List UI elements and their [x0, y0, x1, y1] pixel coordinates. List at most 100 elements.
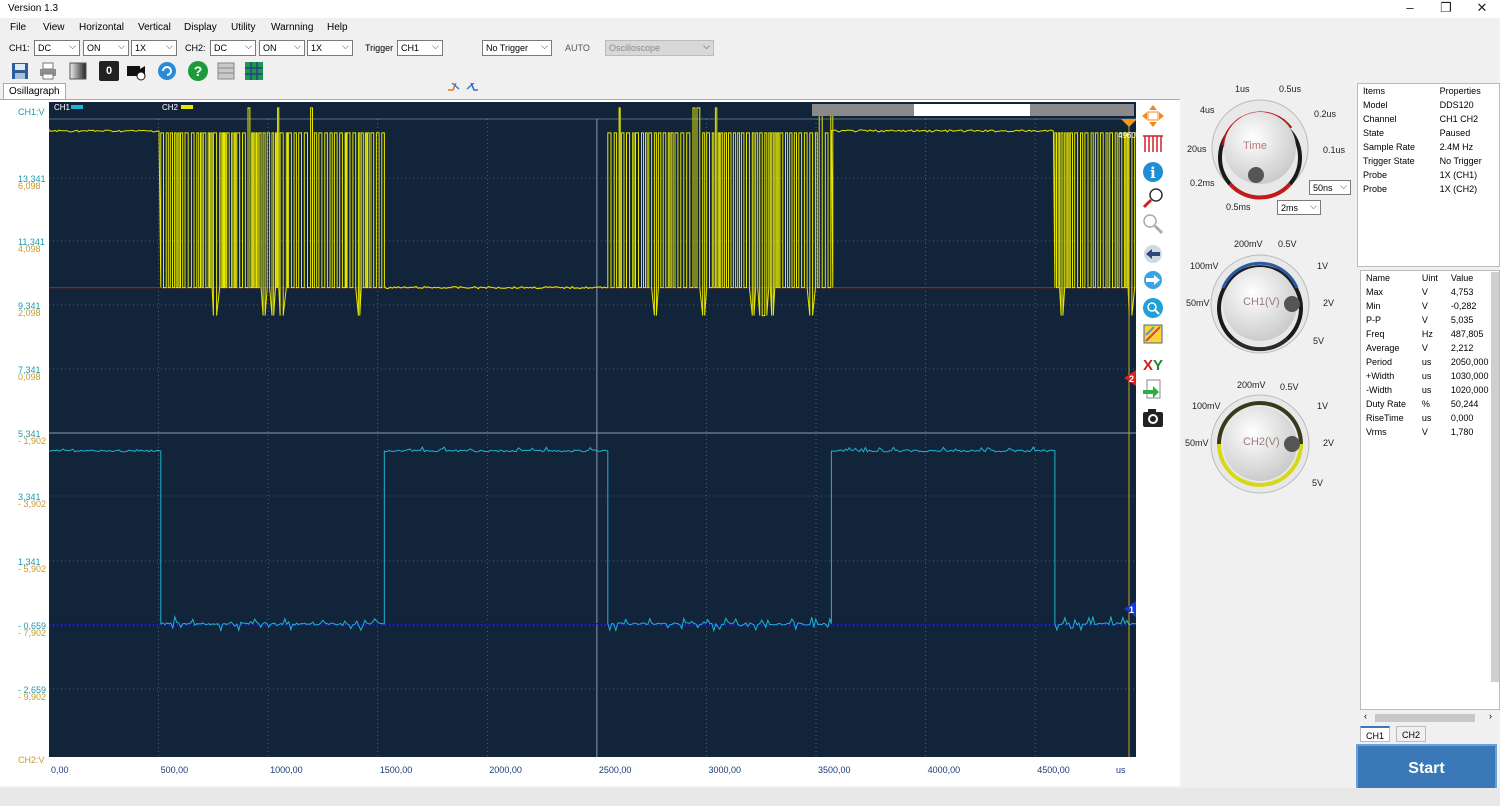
menu-display[interactable]: Display: [184, 22, 217, 33]
zoom-out-icon[interactable]: [1137, 212, 1169, 236]
measurements-header-value: Value: [1450, 273, 1474, 283]
measurement-name: Vrms: [1366, 427, 1387, 437]
chevron-down-icon: ⌵: [166, 41, 173, 51]
chevron-down-icon: ⌵: [294, 41, 301, 51]
tab-ch1[interactable]: CH1: [1360, 726, 1391, 742]
cursor-lines-icon[interactable]: [1137, 132, 1169, 156]
time-coarse-select[interactable]: 2ms ⌵: [1277, 200, 1321, 215]
measurement-name: -Width: [1366, 385, 1393, 395]
measurement-value: 1030,000: [1450, 371, 1489, 381]
camera-icon[interactable]: [1137, 406, 1169, 430]
measurement-value: 5,035: [1450, 315, 1474, 325]
horizontal-scrollbar[interactable]: ‹ ›: [1361, 711, 1499, 725]
close-button[interactable]: ✕: [1476, 0, 1488, 15]
measurement-name: +Width: [1366, 371, 1395, 381]
ch2-state-select[interactable]: ON ⌵: [259, 40, 305, 56]
ch2-label: CH2:: [185, 43, 206, 53]
measurement-unit: us: [1421, 371, 1432, 381]
zero-button[interactable]: 0: [99, 61, 119, 81]
scroll-thumb[interactable]: [1375, 714, 1475, 722]
scroll-right-icon: ›: [1489, 711, 1492, 721]
export-icon[interactable]: [1137, 378, 1169, 402]
help-button[interactable]: ?: [188, 61, 208, 81]
move-icon[interactable]: [1137, 104, 1169, 128]
measurement-row: P-P V 5,035: [1361, 313, 1499, 327]
print-icon[interactable]: [38, 61, 58, 81]
ch1-coupling-select[interactable]: DC ⌵: [34, 40, 80, 56]
measurement-row: Vrms V 1,780: [1361, 425, 1499, 439]
property-item: Sample Rate: [1363, 142, 1416, 152]
start-button[interactable]: Start: [1356, 744, 1497, 793]
menu-utility[interactable]: Utility: [231, 22, 256, 33]
measurement-value: 1,780: [1450, 427, 1474, 437]
record-icon[interactable]: [126, 61, 146, 81]
arrow-left-icon[interactable]: [1137, 242, 1169, 266]
measurement-name: P-P: [1366, 315, 1382, 325]
ch2-y-tick: 0,098: [18, 372, 41, 382]
tab-ch2[interactable]: CH2: [1396, 726, 1427, 742]
instrument-select[interactable]: Oscilloscope ⌵: [605, 40, 714, 56]
svg-text:X: X: [1143, 357, 1153, 374]
x-tick: 2500,00: [598, 765, 632, 775]
time-fine-select[interactable]: 50ns ⌵: [1309, 180, 1351, 195]
ch1-y-tick: 3,341: [18, 492, 41, 502]
menu-vertical[interactable]: Vertical: [138, 22, 171, 33]
plot-grid: [49, 119, 1136, 757]
menu-warnning[interactable]: Warnning: [271, 22, 314, 33]
property-item: Trigger State: [1363, 156, 1415, 166]
trigger-mode-select[interactable]: No Trigger ⌵: [482, 40, 552, 56]
ch2-level-marker: 2: [1129, 374, 1134, 384]
property-item: Channel: [1363, 114, 1397, 124]
property-item: Model: [1363, 100, 1388, 110]
ch1-tick-1V: 1V: [1317, 261, 1329, 271]
measurement-row: Min V -0,282: [1361, 299, 1499, 313]
ch2-coupling-select[interactable]: DC ⌵: [210, 40, 256, 56]
arrow-right-icon[interactable]: [1137, 268, 1169, 292]
properties-row: Channel CH1 CH2: [1358, 112, 1499, 126]
ch1-probe-select[interactable]: 1X ⌵: [131, 40, 177, 56]
measurement-unit: V: [1421, 301, 1428, 311]
ch2-probe-select[interactable]: 1X ⌵: [307, 40, 353, 56]
ch2-y-tick: 2,098: [18, 308, 41, 318]
svg-text:Y: Y: [1153, 357, 1163, 374]
refresh-icon[interactable]: [157, 61, 177, 81]
zoom-in-icon[interactable]: [1137, 186, 1169, 210]
table-icon[interactable]: [216, 61, 236, 81]
tab-osillagraph[interactable]: Osillagraph: [3, 83, 66, 100]
property-value: 1X (CH1): [1439, 170, 1478, 180]
save-icon[interactable]: [10, 61, 30, 81]
measurement-name: Max: [1366, 287, 1384, 297]
properties-row: Trigger State No Trigger: [1358, 154, 1499, 168]
measurement-value: 487,805: [1450, 329, 1484, 339]
time-tick-0.5ms: 0.5ms: [1226, 202, 1251, 212]
ch2-tick-2V: 2V: [1323, 438, 1335, 448]
vertical-scrollbar[interactable]: [1491, 272, 1499, 682]
trigger-source-select[interactable]: CH1 ⌵: [397, 40, 443, 56]
gradient-icon[interactable]: [68, 61, 88, 81]
ch1-label: CH1:: [9, 43, 30, 53]
properties-row: Probe 1X (CH2): [1358, 182, 1499, 196]
info-icon[interactable]: i: [1137, 160, 1169, 184]
search-icon[interactable]: [1137, 296, 1169, 320]
menu-help[interactable]: Help: [327, 22, 348, 33]
time-tick-0.2ms: 0.2ms: [1190, 178, 1215, 188]
scroll-window[interactable]: [914, 104, 1030, 116]
x-unit-label: us: [1116, 765, 1126, 775]
color-palette-icon[interactable]: [1137, 322, 1169, 346]
trigger-label: Trigger: [365, 43, 394, 53]
measurement-unit: V: [1421, 343, 1428, 353]
ch1-state-select[interactable]: ON ⌵: [83, 40, 129, 56]
menu-view[interactable]: View: [43, 22, 65, 33]
menu-horizontal[interactable]: Horizontal: [79, 22, 125, 33]
ch1-level-marker: 1: [1129, 605, 1134, 615]
measurements-table: Name Uint Value Max V 4,753 Min V -0,282 P-P V 5…: [1361, 271, 1499, 439]
ch1-y-tick: 11,341: [18, 237, 45, 247]
ch2-axis-label: CH2:V: [18, 755, 45, 765]
menu-file[interactable]: File: [10, 22, 27, 33]
grid-icon[interactable]: [244, 61, 264, 81]
property-value: No Trigger: [1439, 156, 1482, 166]
maximize-button[interactable]: ❐: [1440, 0, 1452, 15]
x-tick: 1000,00: [270, 765, 303, 775]
minimize-button[interactable]: –: [1406, 0, 1414, 15]
